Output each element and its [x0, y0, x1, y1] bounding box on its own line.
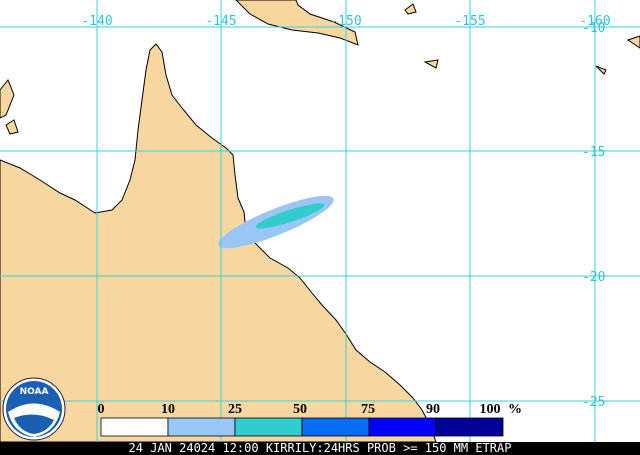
legend-swatch [167, 417, 236, 437]
legend-swatch [301, 417, 370, 437]
legend-swatch [435, 417, 504, 437]
legend-label: 90 [426, 402, 440, 417]
latitude-label: -25 [582, 395, 605, 410]
probability-area [218, 195, 334, 249]
legend-label: 75 [361, 402, 375, 417]
legend-label: 10 [161, 402, 175, 417]
legend-swatch [234, 417, 303, 437]
legend-swatch [100, 417, 169, 437]
logo-text: NOAA [20, 387, 49, 397]
color-legend: 0 10 25 50 75 90 100% [98, 402, 522, 437]
longitude-label: -140 [81, 14, 112, 29]
longitude-label: -150 [330, 14, 361, 29]
legend-label: 100 [480, 402, 501, 417]
legend-label: 25 [228, 402, 242, 417]
longitude-label: -145 [205, 14, 236, 29]
land [0, 0, 640, 443]
noaa-logo: NOAA [2, 377, 66, 441]
latitude-label: -15 [582, 145, 605, 160]
latitude-label: -10 [582, 21, 605, 36]
graticule [0, 0, 640, 442]
legend-unit: % [508, 402, 522, 417]
legend-label: 50 [293, 402, 307, 417]
legend-swatch [368, 417, 437, 437]
graticule-labels: -140 -145 -150 -155 -160-10 -15 -20 -25 [81, 14, 610, 410]
footer-bar [0, 442, 640, 455]
legend-label: 0 [98, 402, 105, 417]
latitude-label: -20 [582, 270, 605, 285]
footer-text: 24 JAN 24024 12:00 KIRRILY:24HRS PROB >=… [129, 441, 512, 455]
longitude-label: -155 [454, 14, 485, 29]
longitude-label: -160 [579, 14, 610, 29]
